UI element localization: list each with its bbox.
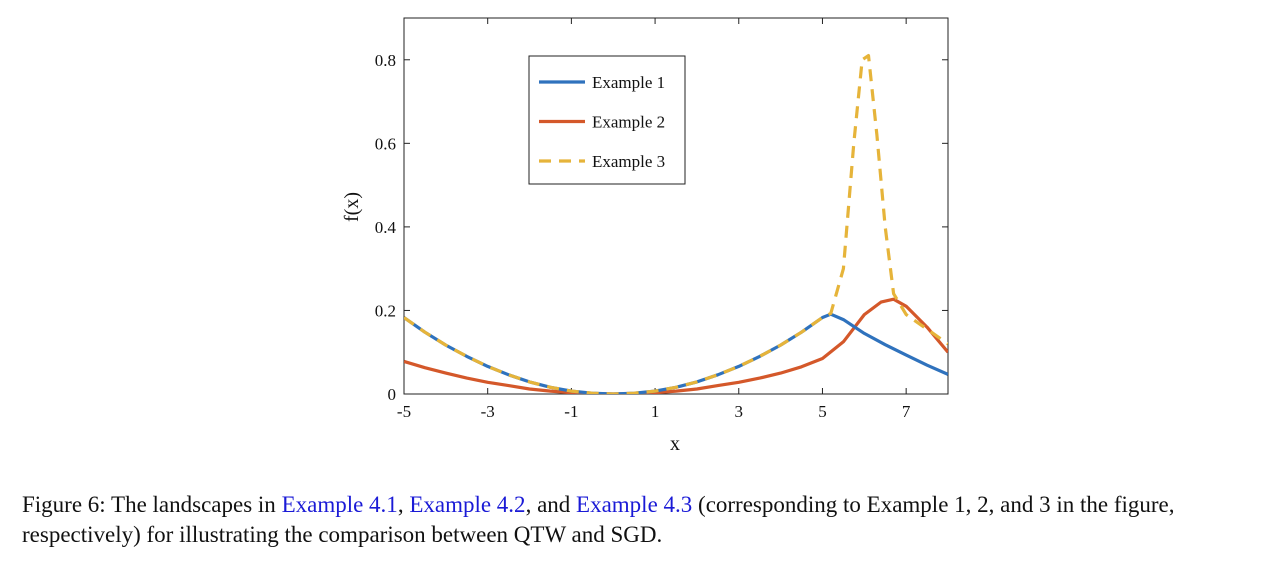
figure-caption: Figure 6: The landscapes in Example 4.1,…: [22, 490, 1272, 550]
axes-frame: [403, 17, 949, 395]
plot-area: -5 -3 -1 1 3 5 7 0 0.2 0.4 0.6 0.8 Example 1 Example …: [375, 17, 949, 421]
x-tick-label: 7: [902, 402, 911, 421]
legend-label-1: Example 1: [592, 73, 665, 92]
example-4-2-link[interactable]: Example 4.2: [409, 492, 526, 517]
caption-separator-2: , and: [525, 492, 577, 517]
caption-suffix: (corresponding to Example 1, 2, and 3 in…: [22, 492, 1175, 547]
caption-prefix: Figure 6: The landscapes in: [22, 492, 282, 517]
x-tick-label: -5: [397, 402, 411, 421]
x-tick-label: 5: [818, 402, 827, 421]
x-axis-label: x: [670, 433, 680, 455]
y-tick-label: 0.4: [375, 218, 397, 237]
series-line-2: [404, 297, 948, 394]
y-tick-label: 0: [388, 385, 397, 404]
y-tick-label: 0.6: [375, 134, 396, 153]
caption-separator-1: ,: [397, 492, 410, 517]
example-4-1-link[interactable]: Example 4.1: [281, 492, 398, 517]
x-tick-label: 3: [735, 402, 744, 421]
example-4-3-link[interactable]: Example 4.3: [576, 492, 693, 517]
line-chart: -5 -3 -1 1 3 5 7 0 0.2 0.4 0.6 0.8 Example 1 Example …: [341, 17, 949, 455]
legend-label-3: Example 3: [592, 152, 665, 171]
x-tick-label: -1: [564, 402, 578, 421]
y-tick-label: 0.8: [375, 51, 396, 70]
series-line-3: [404, 54, 948, 394]
y-axis-label: f(x): [341, 192, 363, 222]
y-tick-label: 0.2: [375, 301, 396, 320]
x-tick-label: 1: [651, 402, 660, 421]
legend-label-2: Example 2: [592, 113, 665, 132]
x-tick-label: -3: [481, 402, 495, 421]
